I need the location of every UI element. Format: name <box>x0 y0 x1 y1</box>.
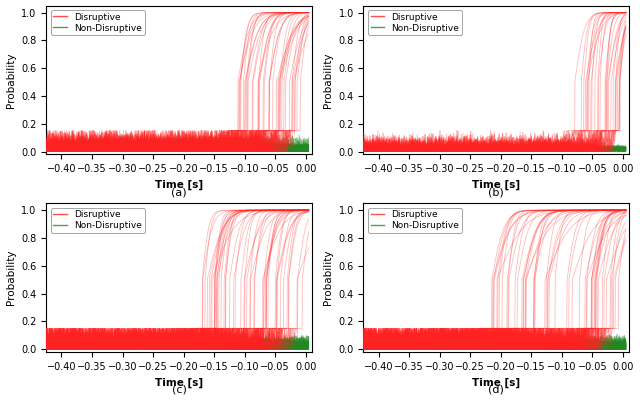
Legend: Disruptive, Non-Disruptive: Disruptive, Non-Disruptive <box>51 208 145 233</box>
Legend: Disruptive, Non-Disruptive: Disruptive, Non-Disruptive <box>368 208 462 233</box>
Legend: Disruptive, Non-Disruptive: Disruptive, Non-Disruptive <box>51 10 145 35</box>
X-axis label: Time [s]: Time [s] <box>155 180 203 190</box>
Text: (c): (c) <box>172 385 186 395</box>
Legend: Disruptive, Non-Disruptive: Disruptive, Non-Disruptive <box>368 10 462 35</box>
Text: (b): (b) <box>488 187 504 197</box>
Y-axis label: Probability: Probability <box>6 250 15 305</box>
Text: (a): (a) <box>171 187 187 197</box>
Y-axis label: Probability: Probability <box>6 52 15 108</box>
Y-axis label: Probability: Probability <box>323 52 333 108</box>
X-axis label: Time [s]: Time [s] <box>472 377 520 388</box>
Y-axis label: Probability: Probability <box>323 250 333 305</box>
X-axis label: Time [s]: Time [s] <box>472 180 520 190</box>
Text: (d): (d) <box>488 385 504 395</box>
X-axis label: Time [s]: Time [s] <box>155 377 203 388</box>
